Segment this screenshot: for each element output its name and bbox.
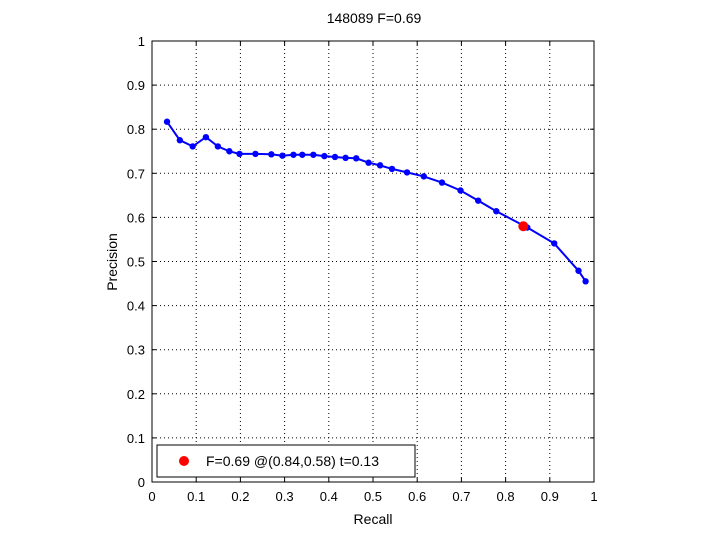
chart-title: 148089 F=0.69 <box>327 10 422 26</box>
data-point <box>310 151 317 158</box>
data-point <box>226 148 233 155</box>
data-point <box>202 133 210 141</box>
series-line <box>166 121 587 282</box>
x-tick-label: 0.9 <box>541 489 559 504</box>
data-point <box>551 240 558 247</box>
y-tick-label: 0.5 <box>127 255 145 270</box>
data-point <box>438 179 446 186</box>
data-point <box>403 169 411 176</box>
data-point <box>189 143 196 150</box>
x-tick-label: 0.5 <box>364 489 382 504</box>
x-tick-label: 0.3 <box>276 489 294 504</box>
data-point <box>290 151 297 158</box>
legend-label: F=0.69 @(0.84,0.58) t=0.13 <box>206 453 379 469</box>
data-point <box>279 152 286 159</box>
data-point <box>376 162 384 169</box>
data-point <box>457 187 464 194</box>
legend-marker <box>179 456 189 466</box>
y-tick-label: 0.1 <box>127 431 145 446</box>
x-tick-label: 0.2 <box>231 489 249 504</box>
x-tick-label: 0.4 <box>320 489 338 504</box>
data-point <box>321 152 328 160</box>
axis-ticks: 0 0.1 0.2 0.3 0.4 0.5 0.6 0.7 0.8 0.9 1 0 0.1 0.2 0.3 0… <box>127 34 598 504</box>
y-tick-label: 0 <box>138 475 145 490</box>
legend-box <box>156 444 416 478</box>
data-point <box>176 137 184 144</box>
y-tick-label: 1 <box>138 34 145 49</box>
x-tick-label: 0.8 <box>497 489 515 504</box>
data-point <box>388 165 396 173</box>
data-point <box>214 143 222 150</box>
x-tick-label: 0.7 <box>452 489 470 504</box>
data-point <box>420 173 428 180</box>
data-point <box>575 267 582 274</box>
y-tick-label: 0.6 <box>127 210 145 225</box>
y-tick-label: 0.8 <box>127 122 145 137</box>
y-tick-label: 0.3 <box>127 343 145 358</box>
data-point <box>163 118 171 125</box>
data-point <box>299 151 306 158</box>
x-tick-label: 0.1 <box>187 489 205 504</box>
x-tick-label: 0 <box>148 489 155 504</box>
data-point <box>582 278 589 285</box>
series <box>163 118 589 285</box>
y-tick-label: 0.4 <box>127 299 145 314</box>
data-point <box>342 154 349 162</box>
data-point <box>331 153 339 161</box>
y-tick-label: 0.2 <box>127 387 145 402</box>
legend: F=0.69 @(0.84,0.58) t=0.13 <box>156 444 416 478</box>
data-point <box>474 197 482 204</box>
data-point <box>268 151 275 158</box>
best-f-point <box>518 221 529 232</box>
y-tick-label: 0.7 <box>127 166 145 181</box>
data-point <box>365 159 372 166</box>
x-tick-label: 1 <box>590 489 597 504</box>
y-tick-label: 0.9 <box>127 78 145 93</box>
x-axis-label: Recall <box>354 511 393 527</box>
x-tick-label: 0.6 <box>408 489 426 504</box>
data-point <box>236 150 243 158</box>
grid <box>152 41 594 482</box>
data-point <box>353 155 360 162</box>
y-axis-label: Precision <box>104 233 120 291</box>
data-point <box>493 208 500 215</box>
data-point <box>252 150 259 158</box>
